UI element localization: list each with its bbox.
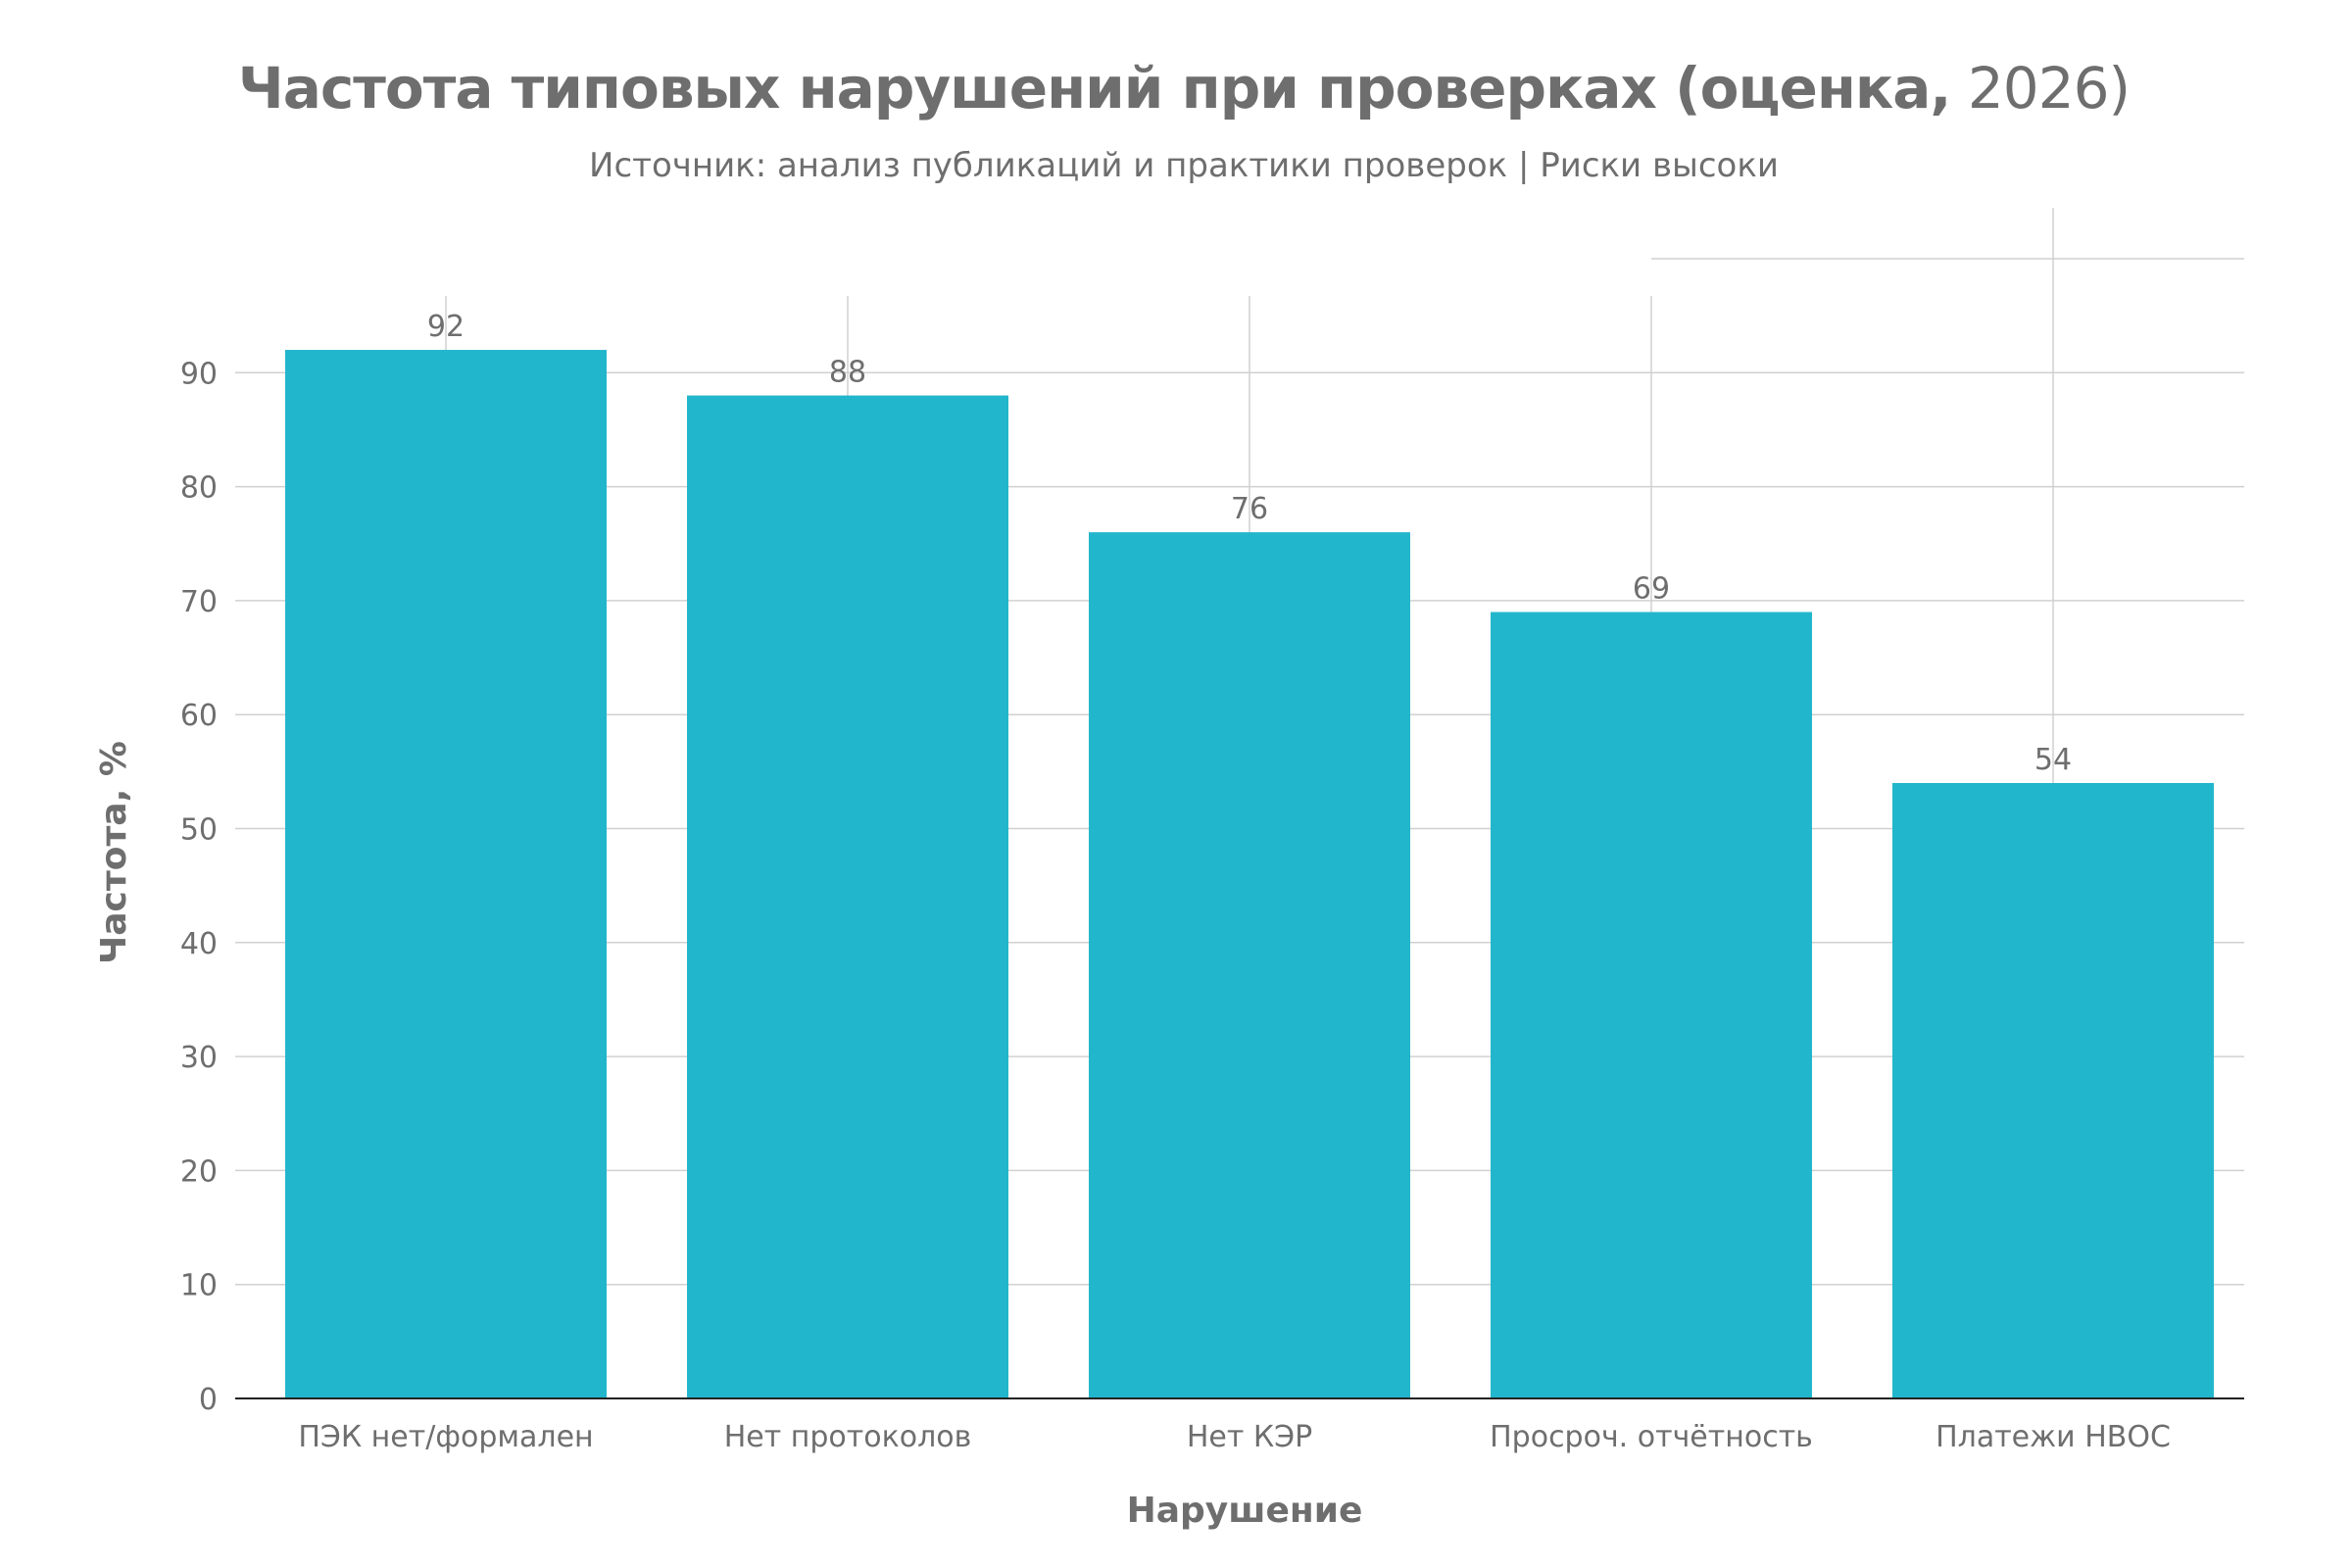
bar-value-label: 88 <box>829 356 866 390</box>
y-tick-label: 20 <box>180 1154 218 1189</box>
y-tick-label: 0 <box>199 1383 218 1417</box>
y-axis-title: Частота, % <box>94 741 134 964</box>
bar-value-label: 54 <box>2034 743 2072 777</box>
chart-title-year: 2026) <box>1950 55 2130 122</box>
y-tick-label: 40 <box>180 927 218 961</box>
x-tick-label: Нет протоколов <box>724 1420 972 1454</box>
bar <box>1892 782 2214 1398</box>
y-tick-label: 10 <box>180 1269 218 1303</box>
data-labels: 92 88 76 69 54 <box>427 310 2072 777</box>
x-tick-label: Нет КЭР <box>1187 1420 1312 1454</box>
bar <box>285 350 607 1398</box>
bar <box>687 395 1008 1398</box>
chart-subtitle: Источник: анализ публикаций и практики п… <box>589 146 1779 185</box>
chart-title-main: Частота типовых нарушений при проверках … <box>238 55 1951 122</box>
bar-value-label: 69 <box>1633 572 1670 607</box>
y-tick-label: 30 <box>180 1041 218 1075</box>
tick-labels: 0 10 20 30 40 50 60 70 80 90 ПЭК нет/формален Нет п… <box>180 357 2171 1454</box>
y-tick-label: 80 <box>180 471 218 506</box>
y-tick-label: 90 <box>180 357 218 391</box>
bars <box>285 350 2214 1398</box>
bar-value-label: 92 <box>427 310 465 344</box>
y-tick-label: 60 <box>180 699 218 733</box>
x-tick-label: ПЭК нет/формален <box>298 1420 593 1454</box>
x-tick-label: Просроч. отчётность <box>1490 1420 1813 1454</box>
x-tick-label: Платежи НВОС <box>1936 1420 2171 1454</box>
y-tick-label: 70 <box>180 585 218 619</box>
y-tick-label: 50 <box>180 813 218 848</box>
bar <box>1089 532 1410 1398</box>
x-axis-title: Нарушение <box>1127 1491 1363 1531</box>
bar <box>1491 612 1812 1398</box>
bar-value-label: 76 <box>1231 492 1268 526</box>
chart-title: Частота типовых нарушений при проверках … <box>238 55 2130 122</box>
